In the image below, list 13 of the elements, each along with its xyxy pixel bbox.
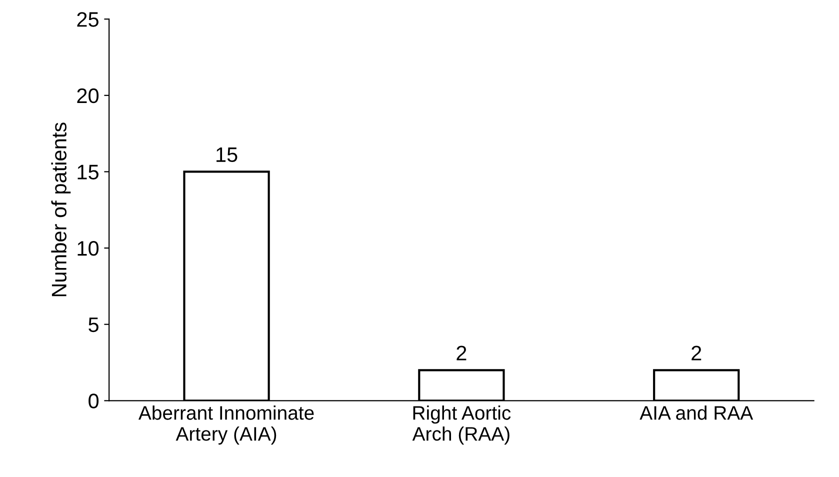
y-axis-title: Number of patients bbox=[51, 122, 71, 296]
y-tick-label: 20 bbox=[77, 88, 99, 104]
y-tick-label: 0 bbox=[88, 394, 99, 408]
x-tick-label: Right Aortic Arch (RAA) bbox=[412, 406, 511, 445]
data-label: 2 bbox=[456, 346, 466, 360]
data-label: 15 bbox=[216, 148, 238, 162]
y-tick-label: 5 bbox=[88, 318, 98, 332]
x-tick-label: AIA and RAA bbox=[640, 406, 754, 420]
y-tick-label: 10 bbox=[78, 241, 99, 256]
y-tick-label: 15 bbox=[78, 164, 98, 180]
x-tick-label: Aberrant Innominate Artery (AIA) bbox=[138, 406, 314, 445]
data-label: 2 bbox=[692, 346, 702, 360]
y-tick-label: 25 bbox=[77, 12, 98, 27]
